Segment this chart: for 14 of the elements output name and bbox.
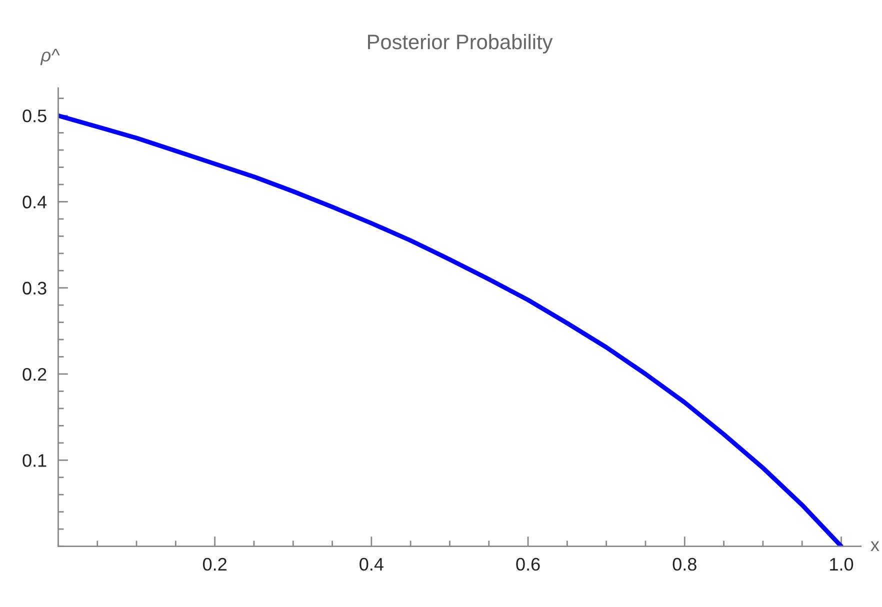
x-tick-label: 0.2 xyxy=(202,558,226,571)
x-axis-title: x xyxy=(870,541,880,551)
y-tick-label: 0.4 xyxy=(22,196,47,208)
line-series xyxy=(58,113,844,546)
y-tick-label: 0.3 xyxy=(22,282,46,295)
chart-title: Posterior Probability xyxy=(368,34,553,54)
x-tick-label: 0.8 xyxy=(672,558,696,571)
x-tick-label: 1.0 xyxy=(830,558,854,571)
y-tick-label: 0.2 xyxy=(22,368,46,381)
x-tick-label: 0.4 xyxy=(360,558,384,571)
y-tick-label: 0.1 xyxy=(22,454,46,467)
x-tick-label: 0.6 xyxy=(516,558,540,571)
y-axis-title: ρ^ xyxy=(40,48,60,66)
y-tick-label: 0.5 xyxy=(22,110,46,122)
